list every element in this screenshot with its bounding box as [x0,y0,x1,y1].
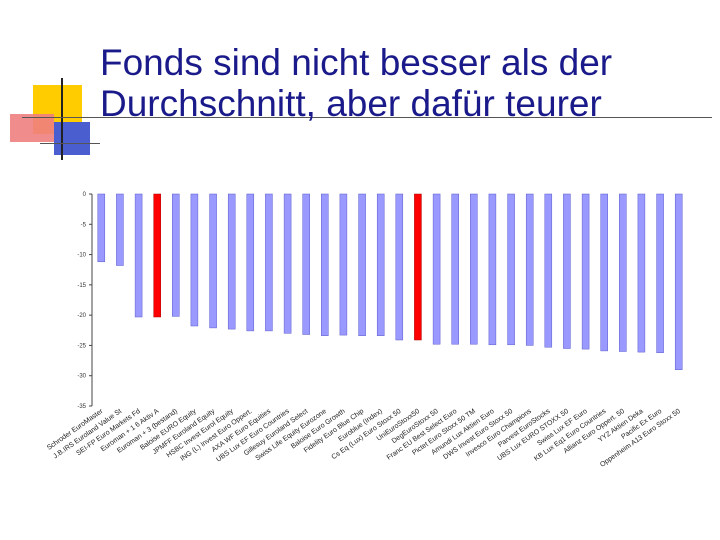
title-underline [22,117,712,118]
bar [544,193,553,348]
bar [134,193,143,318]
bar [97,193,106,263]
bar [209,193,217,329]
bar [451,193,459,345]
slide-title: Fonds sind nicht besser als der Durchsch… [100,42,612,124]
bar [432,193,441,345]
bar [563,193,571,349]
bar [265,193,273,332]
y-tick-label: -15 [77,283,86,289]
bar [246,193,255,332]
bar [470,193,478,345]
bar [637,193,646,353]
bar [488,193,497,346]
bar [656,193,664,353]
y-tick-label: -25 [77,343,86,349]
bar [619,193,627,352]
bar [302,193,310,335]
bar [190,193,199,327]
title-line-1: Fonds sind nicht besser als der [100,42,613,83]
decor-red-square [10,114,54,142]
bar [581,193,590,350]
bar [172,193,180,317]
bar [507,193,515,346]
bar [376,193,385,336]
bar [339,193,348,336]
bar [600,193,608,352]
y-tick-label: 0 [83,192,87,198]
bar-highlighted [153,193,161,318]
bar [321,193,329,336]
y-tick-label: -5 [81,222,87,228]
y-axis: 0 -5 -10 -15 -20 -25 -30 -35 [77,192,93,410]
y-tick-label: -20 [77,313,86,319]
decor-vertical-line [61,78,63,160]
y-tick-label: -10 [77,253,86,259]
bar [283,193,292,334]
decor-short-line [40,143,100,144]
bars [97,193,683,370]
bar [116,193,124,266]
bar [395,193,404,341]
y-tick-label: -30 [77,374,86,380]
bar-highlighted [414,193,422,341]
title-line-2: Durchschnitt, aber dafür teurer [100,83,602,124]
decor-blue-square [54,122,90,155]
bar [227,193,236,330]
bar [674,193,683,370]
y-tick-label: -35 [77,404,86,410]
bar [358,193,366,336]
bar [525,193,534,346]
